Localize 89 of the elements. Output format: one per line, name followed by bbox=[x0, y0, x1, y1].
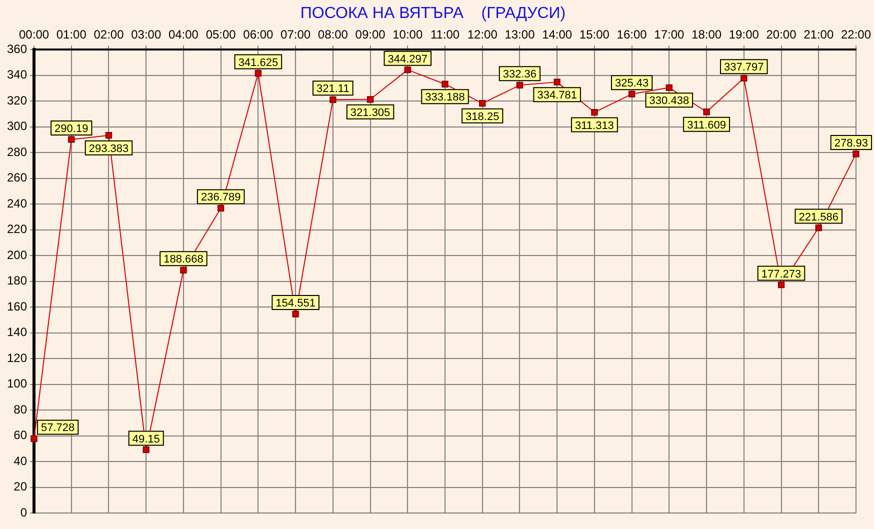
x-tick-label: 06:00 bbox=[243, 28, 274, 42]
data-label: 321.305 bbox=[350, 106, 390, 119]
y-tick-label: 80 bbox=[14, 402, 28, 416]
y-tick-label: 20 bbox=[14, 480, 28, 494]
point bbox=[591, 108, 598, 116]
x-tick-label: 05:00 bbox=[206, 28, 236, 42]
data-label: 221.586 bbox=[798, 211, 839, 224]
point bbox=[180, 266, 187, 274]
y-tick-label: 140 bbox=[6, 325, 28, 340]
data-label: 57.728 bbox=[41, 422, 75, 434]
y-tick-label: 200 bbox=[6, 248, 28, 262]
point bbox=[479, 100, 486, 107]
data-label: 325.43 bbox=[614, 78, 649, 90]
data-label: 49.15 bbox=[132, 433, 160, 446]
x-tick-label: 22:00 bbox=[840, 28, 872, 42]
point bbox=[516, 82, 524, 89]
point bbox=[30, 435, 38, 442]
y-tick-label: 180 bbox=[6, 274, 28, 288]
x-tick-label: 12:00 bbox=[467, 28, 498, 42]
y-tick-label: 0 bbox=[20, 505, 28, 520]
point bbox=[778, 281, 785, 288]
data-label: 330.438 bbox=[649, 95, 690, 108]
y-tick-label: 60 bbox=[14, 428, 28, 442]
data-label: 236.789 bbox=[200, 192, 241, 204]
point bbox=[554, 78, 560, 86]
data-label: 278.93 bbox=[834, 137, 868, 150]
x-tick-label: 04:00 bbox=[168, 28, 199, 42]
y-tick-label: 300 bbox=[6, 119, 28, 134]
x-tick-label: 19:00 bbox=[728, 28, 760, 42]
point bbox=[366, 96, 374, 103]
y-tick-label: 240 bbox=[6, 196, 28, 210]
data-label: 177.273 bbox=[761, 268, 802, 280]
point bbox=[815, 224, 822, 232]
x-tick-label: 01:00 bbox=[56, 28, 87, 42]
x-tick-label: 14:00 bbox=[542, 28, 572, 42]
y-tick-label: 160 bbox=[6, 299, 28, 314]
data-label: 333.188 bbox=[425, 92, 465, 104]
point bbox=[292, 310, 299, 318]
point bbox=[852, 150, 860, 158]
y-tick-label: 40 bbox=[14, 454, 28, 468]
x-tick-label: 21:00 bbox=[804, 28, 834, 42]
data-label: 318.25 bbox=[466, 110, 500, 123]
data-label: 311.609 bbox=[687, 119, 726, 132]
x-tick-label: 09:00 bbox=[355, 28, 386, 42]
data-label: 337.797 bbox=[724, 62, 764, 74]
y-tick-label: 320 bbox=[6, 93, 28, 108]
x-tick-label: 10:00 bbox=[392, 28, 423, 42]
data-label: 293.383 bbox=[88, 142, 129, 155]
x-tick-label: 17:00 bbox=[654, 28, 685, 42]
x-tick-label: 03:00 bbox=[131, 28, 162, 42]
x-tick-label: 07:00 bbox=[280, 28, 311, 42]
y-tick-label: 340 bbox=[6, 68, 28, 82]
y-tick-label: 220 bbox=[6, 222, 28, 236]
point bbox=[68, 136, 75, 143]
data-label: 290.19 bbox=[54, 122, 88, 135]
point bbox=[404, 66, 411, 74]
x-tick-label: 20:00 bbox=[766, 28, 797, 42]
x-tick-label: 18:00 bbox=[692, 28, 722, 42]
data-label: 334.781 bbox=[537, 90, 577, 102]
x-tick-label: 08:00 bbox=[318, 28, 348, 42]
data-label: 332.36 bbox=[502, 68, 537, 81]
data-label: 341.625 bbox=[238, 56, 278, 69]
point bbox=[105, 132, 112, 139]
x-tick-label: 16:00 bbox=[616, 28, 648, 42]
data-label: 154.551 bbox=[276, 298, 316, 310]
x-tick-label: 13:00 bbox=[504, 28, 536, 42]
x-tick-label: 15:00 bbox=[579, 28, 610, 42]
point bbox=[142, 446, 150, 454]
x-tick-label: 02:00 bbox=[94, 28, 124, 42]
y-tick-label: 260 bbox=[6, 170, 28, 185]
point bbox=[628, 90, 636, 98]
chart-title: ПОСОКА НА ВЯТЪРА (ГРАДУСИ) bbox=[300, 5, 566, 22]
point bbox=[666, 84, 673, 91]
y-tick-label: 360 bbox=[6, 42, 28, 56]
point bbox=[740, 74, 748, 82]
data-label: 311.313 bbox=[574, 120, 614, 132]
x-tick-label: 00:00 bbox=[19, 28, 50, 42]
x-tick-label: 11:00 bbox=[430, 28, 460, 42]
data-label: 321.11 bbox=[316, 83, 350, 96]
y-tick-label: 120 bbox=[6, 350, 28, 365]
data-label: 344.297 bbox=[388, 53, 428, 66]
point bbox=[442, 80, 448, 88]
data-label: 188.668 bbox=[164, 254, 204, 266]
point bbox=[254, 70, 262, 77]
y-tick-label: 280 bbox=[6, 144, 28, 159]
point bbox=[330, 96, 336, 103]
point bbox=[703, 108, 710, 116]
y-tick-label: 100 bbox=[6, 376, 28, 391]
point bbox=[218, 204, 224, 212]
